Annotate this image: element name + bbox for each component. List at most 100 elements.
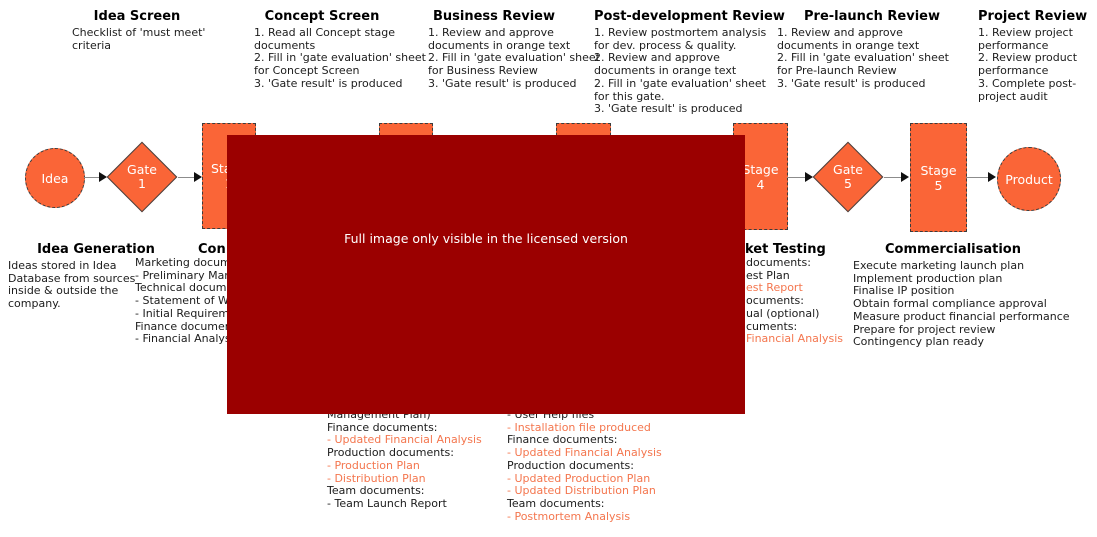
doc-line: Production documents: bbox=[507, 458, 634, 472]
section-project-review: Project Review 1. Review project perform… bbox=[978, 9, 1088, 103]
doc-line: Finance documents: bbox=[507, 433, 618, 447]
section-line: 2. Fill in 'gate evaluation' sheet bbox=[428, 51, 600, 65]
gate-number: 5 bbox=[844, 176, 852, 191]
section-line: - Initial Requirem bbox=[135, 306, 230, 320]
section-line: Ideas stored in Idea bbox=[8, 259, 117, 272]
section-idea-screen: Idea Screen Checklist of 'must meet' cri… bbox=[72, 9, 206, 52]
connector-line bbox=[884, 177, 901, 178]
stage-number: 4 bbox=[756, 176, 765, 192]
section-line: 1. Read all Concept stage bbox=[254, 26, 396, 39]
stage-label: Stage bbox=[920, 162, 957, 178]
section-line: 2. Fill in 'gate evaluation' sheet bbox=[777, 51, 949, 65]
section-line: est Plan bbox=[746, 268, 790, 282]
section-line: criteria bbox=[72, 38, 112, 52]
section-line: documents in orange text bbox=[594, 64, 737, 78]
product-node: Product bbox=[997, 147, 1061, 211]
doc-line: - Updated Financial Analysis bbox=[507, 446, 662, 460]
section-line: 3. 'Gate result' is produced bbox=[254, 76, 403, 90]
doc-line: - Postmortem Analysis bbox=[507, 509, 631, 523]
section-title: Project Review bbox=[978, 9, 1088, 24]
section-title: Idea Generation bbox=[37, 242, 155, 257]
arrowhead-icon bbox=[99, 172, 107, 182]
section-line: for Business Review bbox=[428, 64, 538, 78]
section-line: Financial Analysis bbox=[746, 332, 843, 346]
arrowhead-icon bbox=[194, 172, 202, 182]
section-line: ual (optional) bbox=[746, 306, 820, 320]
section-line: 2. Fill in 'gate evaluation' sheet bbox=[254, 51, 426, 65]
section-line: est Report bbox=[746, 281, 803, 295]
section-line: Execute marketing launch plan bbox=[853, 259, 1025, 272]
doc-line: - Updated Financial Analysis bbox=[327, 433, 482, 447]
section-line: performance bbox=[978, 38, 1049, 52]
product-node-label: Product bbox=[1005, 171, 1053, 187]
arrowhead-icon bbox=[805, 172, 813, 182]
arrowhead-icon bbox=[901, 172, 909, 182]
section-line: Implement production plan bbox=[853, 271, 1003, 285]
section-line: for Pre-launch Review bbox=[777, 64, 897, 78]
section-line: 1. Review and approve bbox=[428, 26, 554, 39]
section-line: Finalise IP position bbox=[853, 284, 955, 298]
connector-line bbox=[178, 177, 194, 178]
arrowhead-icon bbox=[988, 172, 996, 182]
section-market-testing-fragment: documents: est Plan est Report ocuments:… bbox=[746, 256, 843, 346]
doc-list-launch: Management Plan) Finance documents: - Up… bbox=[327, 408, 482, 511]
section-line: 1. Review project bbox=[978, 26, 1073, 39]
section-line: for Concept Screen bbox=[254, 64, 360, 78]
section-title: Business Review bbox=[432, 9, 555, 24]
section-line: Obtain formal compliance approval bbox=[853, 297, 1047, 311]
section-line: Database from sources bbox=[8, 271, 136, 285]
section-line: - Preliminary Mar bbox=[135, 268, 229, 282]
license-watermark-overlay: Full image only visible in the licensed … bbox=[227, 135, 745, 414]
section-line: 3. 'Gate result' is produced bbox=[428, 76, 577, 90]
section-line: documents bbox=[254, 38, 316, 52]
doc-line: - Installation file produced bbox=[507, 420, 651, 434]
section-title: Pre-launch Review bbox=[804, 9, 940, 24]
gate-label: Gate bbox=[833, 162, 863, 177]
section-line: 2. Review product bbox=[978, 51, 1078, 65]
section-concept-fragment: Marketing docum - Preliminary Mar Techni… bbox=[135, 256, 234, 346]
section-line: inside & outside the bbox=[8, 284, 119, 298]
doc-line: - Distribution Plan bbox=[327, 471, 426, 485]
section-line: Technical docume bbox=[135, 281, 234, 295]
stage-number: 5 bbox=[934, 177, 943, 193]
stage-5-node: Stage 5 bbox=[910, 123, 967, 232]
license-watermark-text: Full image only visible in the licensed … bbox=[344, 231, 628, 246]
section-title: Idea Screen bbox=[93, 9, 181, 24]
section-line: project audit bbox=[978, 89, 1048, 103]
section-line: 3. 'Gate result' is produced bbox=[594, 102, 743, 116]
section-line: Prepare for project review bbox=[853, 322, 996, 336]
section-line: 3. 'Gate result' is produced bbox=[777, 76, 926, 90]
doc-line: - Updated Production Plan bbox=[507, 471, 651, 485]
section-concept-title-fragment: Con bbox=[198, 242, 226, 257]
section-post-development-review: Post-development Review 1. Review postmo… bbox=[594, 9, 785, 116]
gate-5-node: Gate 5 bbox=[812, 141, 884, 213]
section-line: documents in orange text bbox=[428, 38, 571, 52]
doc-line: Finance documents: bbox=[327, 420, 438, 434]
section-pre-launch-review: Pre-launch Review 1. Review and approve … bbox=[777, 9, 967, 91]
section-title: Commercialisation bbox=[884, 242, 1021, 257]
section-title: Post-development Review bbox=[594, 9, 785, 24]
doc-line: - Updated Distribution Plan bbox=[507, 484, 656, 498]
section-line: 3. Complete post- bbox=[978, 76, 1077, 90]
section-line: 1. Review and approve bbox=[777, 26, 903, 39]
section-line: documents in orange text bbox=[777, 38, 920, 52]
section-line: 2. Fill in 'gate evaluation' sheet bbox=[594, 76, 766, 90]
section-line: company. bbox=[8, 297, 61, 311]
gate-1-node: Gate 1 bbox=[106, 141, 178, 213]
section-line: documents: bbox=[746, 256, 811, 269]
connector-line bbox=[84, 177, 100, 178]
section-line: - Statement of W bbox=[135, 294, 229, 308]
section-commercialisation: Commercialisation Execute marketing laun… bbox=[853, 242, 1070, 349]
section-line: Checklist of 'must meet' bbox=[72, 26, 206, 39]
section-market-testing-title-fragment: ket Testing bbox=[745, 242, 826, 257]
connector-line bbox=[787, 177, 805, 178]
section-line: 1. Review postmortem analysis bbox=[594, 26, 767, 39]
idea-node-label: Idea bbox=[41, 170, 69, 186]
section-business-review: Business Review 1. Review and approve do… bbox=[428, 9, 600, 91]
section-line: Contingency plan ready bbox=[853, 335, 985, 349]
doc-line: Production documents: bbox=[327, 446, 454, 460]
section-line: Measure product financial performance bbox=[853, 309, 1070, 323]
section-concept-screen: Concept Screen 1. Read all Concept stage… bbox=[254, 9, 426, 91]
idea-node: Idea bbox=[25, 148, 85, 208]
stage-label: Stage bbox=[742, 161, 779, 177]
